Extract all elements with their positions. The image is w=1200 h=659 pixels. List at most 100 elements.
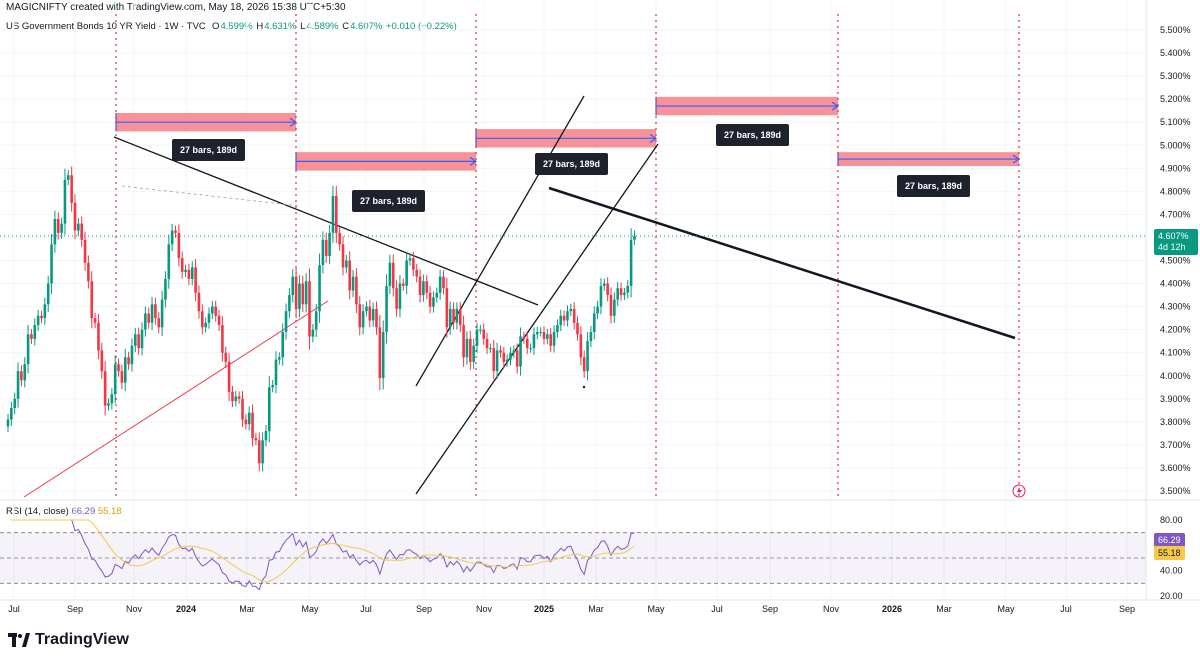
candle: [335, 185, 338, 243]
candle: [556, 319, 559, 338]
candle: [365, 301, 368, 317]
candle: [452, 302, 455, 330]
rsi-value-badge: 66.29: [1154, 533, 1185, 547]
candle: [321, 231, 325, 274]
candle-body: [284, 311, 288, 332]
candle-body: [127, 357, 130, 365]
candle-body: [505, 359, 509, 362]
candle-body: [633, 235, 636, 240]
duration-callout[interactable]: 27 bars, 189d: [172, 139, 246, 161]
candle: [448, 301, 452, 335]
candle: [254, 433, 258, 446]
candle: [97, 313, 100, 360]
candle-body: [257, 440, 261, 464]
candle: [422, 274, 425, 302]
candle: [331, 185, 335, 243]
candle-body: [73, 202, 77, 231]
candle-body: [87, 262, 90, 282]
candle: [499, 345, 502, 358]
candle-body: [415, 269, 418, 277]
candle: [127, 351, 130, 370]
candle-body: [626, 285, 630, 293]
candle: [268, 376, 271, 443]
candle-body: [579, 334, 583, 358]
candle-body: [187, 269, 191, 279]
candle-body: [331, 195, 335, 233]
candle-body: [385, 285, 388, 332]
time-tick-label: Nov: [126, 604, 143, 614]
price-tick-label: 3.700%: [1160, 440, 1191, 450]
candle-body: [428, 292, 432, 307]
current-price-value: 4.607%: [1158, 231, 1189, 241]
candle: [298, 275, 301, 318]
duration-callout[interactable]: 27 bars, 189d: [897, 175, 971, 197]
time-tick-label: May: [997, 604, 1015, 614]
rsi-title[interactable]: RSI (14, close): [6, 506, 69, 517]
candle: [613, 292, 616, 323]
candle-body: [224, 352, 228, 362]
candle-body: [586, 341, 589, 372]
duration-callout[interactable]: 27 bars, 189d: [352, 190, 426, 212]
candle: [351, 269, 355, 298]
candle: [515, 343, 519, 374]
candle: [626, 280, 630, 299]
candle: [395, 280, 398, 317]
price-tick-label: 3.500%: [1160, 486, 1191, 496]
chart-header: MAGICNIFTY created with TradingView.com,…: [6, 2, 346, 13]
candle-body: [281, 331, 284, 358]
candle-body: [160, 299, 164, 328]
time-tick-label: Sep: [416, 604, 432, 614]
candle: [180, 251, 184, 279]
candle-body: [298, 283, 301, 309]
candle: [107, 398, 110, 411]
candle: [221, 316, 224, 362]
symbol-name[interactable]: US Government Bonds 10 YR Yield · 1W · T…: [6, 21, 206, 32]
candle: [120, 364, 124, 390]
candle: [53, 210, 57, 253]
candle: [442, 270, 445, 295]
candle: [201, 304, 204, 335]
candle-body: [522, 336, 526, 339]
tradingview-logo[interactable]: TradingView: [8, 631, 129, 649]
candle: [244, 414, 248, 430]
candle: [211, 300, 214, 320]
alert-flash-bolt: [1017, 486, 1022, 496]
candle: [13, 392, 16, 415]
candle: [23, 357, 27, 388]
candle: [462, 315, 465, 367]
time-tick-label: Jul: [8, 604, 20, 614]
candle: [536, 326, 539, 340]
rsi-ma-line: [11, 519, 635, 583]
candle: [589, 325, 593, 348]
candle: [492, 340, 496, 380]
candle: [633, 230, 636, 245]
candle: [83, 231, 87, 271]
candle: [56, 212, 60, 240]
price-tick-label: 4.500%: [1160, 256, 1191, 266]
duration-callout[interactable]: 27 bars, 189d: [535, 153, 609, 175]
candle: [328, 224, 331, 264]
candle: [33, 318, 37, 346]
rsi-legend-ma: 55.18: [97, 506, 122, 517]
candle: [361, 304, 365, 335]
candle: [46, 275, 50, 313]
cycle-range-box: [837, 152, 1021, 166]
descending-trendline: [113, 136, 539, 306]
candle-body: [515, 350, 519, 367]
duration-callout[interactable]: 27 bars, 189d: [716, 124, 790, 146]
trendlines: [0, 95, 1146, 498]
candle-body: [6, 419, 10, 427]
candle-body: [194, 267, 197, 293]
candle: [137, 327, 140, 355]
grid: [0, 0, 1146, 600]
candle-body: [408, 258, 412, 261]
candle-body: [217, 315, 221, 326]
candle: [67, 169, 70, 186]
candle-body: [492, 348, 496, 372]
candle: [616, 281, 619, 307]
candle: [190, 261, 194, 286]
candle-body: [375, 308, 378, 328]
candle-body: [36, 315, 40, 326]
candle-body: [237, 396, 241, 399]
